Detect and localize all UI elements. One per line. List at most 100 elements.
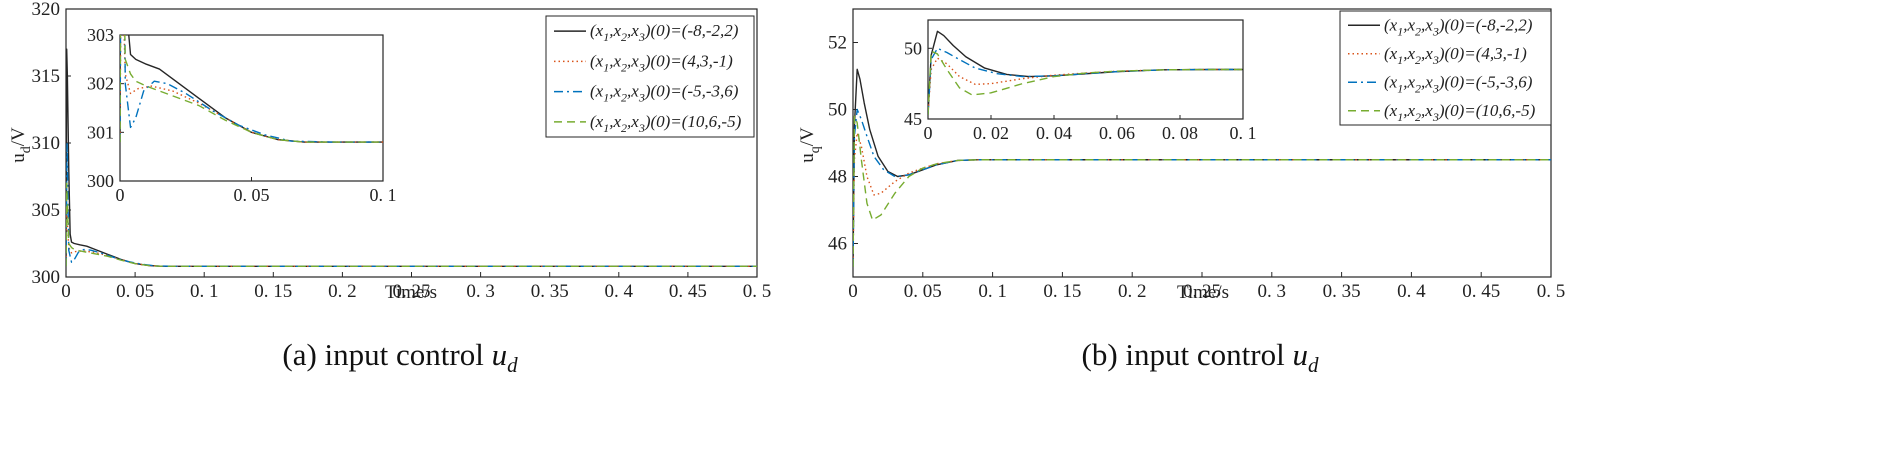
legend-text-part: )(0)=(10,6,-5)	[1438, 101, 1536, 120]
legend-text-part: ,	[627, 82, 631, 101]
ud-main-series-line-4	[66, 182, 757, 267]
legend-text-part: x	[612, 82, 621, 101]
legend-text-part: )(0)=(4,3,-1)	[1438, 44, 1527, 63]
ud-main-x-tick-label: 0	[61, 281, 71, 302]
caption-subscript: d	[1308, 353, 1319, 377]
legend-subscript: 1	[603, 91, 609, 105]
uq-legend: (x1,x2,x3)(0)=(-8,-2,2)(x1,x2,x3)(0)=(4,…	[1339, 10, 1552, 126]
uq-inset-series-line-4	[928, 50, 1243, 115]
legend-text-part: x	[630, 21, 639, 40]
chart-ud: 0 0. 05 0. 1 0. 15 0. 2 0. 25 0. 3 0. 35 0. 4 0. …	[8, 0, 772, 377]
legend-subscript: 2	[1415, 81, 1421, 95]
y-label-sub: d	[19, 146, 34, 153]
uq-main-x-tick-label: 0. 15	[1043, 281, 1081, 302]
legend-subscript: 3	[1432, 53, 1439, 67]
legend-subscript: 3	[638, 121, 645, 135]
ud-main-y-tick-label: 315	[32, 66, 61, 87]
legend-subscript: 3	[1432, 81, 1439, 95]
uq-x-axis-label: Time/s	[1177, 282, 1229, 303]
uq-main-x-tick-label: 0. 45	[1462, 281, 1500, 302]
uq-inset-x-tick-label: 0. 06	[1099, 123, 1135, 143]
y-label-tail: /V	[797, 127, 818, 146]
caption-symbol: u	[1292, 337, 1308, 372]
caption-prefix: (b) input control	[1082, 337, 1293, 372]
ud-inset-series-line-2	[120, 35, 383, 143]
uq-inset-x-tick-label: 0. 1	[1230, 123, 1257, 143]
legend-text-part: x	[595, 82, 604, 101]
legend-text-part: ,	[1403, 44, 1407, 63]
uq-main-x-tick-label: 0	[848, 281, 858, 302]
legend-text-part: )(0)=(10,6,-5)	[644, 112, 742, 131]
legend-subscript: 3	[638, 91, 645, 105]
legend-text-part: ,	[627, 51, 631, 70]
legend-label-1: (x1,x2,x3)(0)=(-8,-2,2)	[590, 21, 739, 44]
y-label-sub: q	[808, 146, 823, 153]
legend-text-part: ,	[1403, 101, 1407, 120]
legend-text-part: x	[1389, 15, 1398, 34]
legend-subscript: 3	[1432, 24, 1439, 38]
ud-main-series-line-1	[66, 48, 757, 267]
legend-text-part: x	[612, 21, 621, 40]
uq-main-x-tick-label: 0. 3	[1258, 281, 1287, 302]
legend-label-3: (x1,x2,x3)(0)=(-5,-3,6)	[590, 82, 739, 105]
uq-y-axis-label: uq/V	[797, 127, 823, 163]
legend-text-part: (	[1384, 101, 1391, 120]
uq-main-x-tick-label: 0. 05	[904, 281, 942, 302]
ud-main-x-tick-label: 0. 2	[328, 281, 357, 302]
legend-text-part: x	[1406, 72, 1415, 91]
legend-text-part: x	[1424, 101, 1433, 120]
ud-inset-frame	[119, 34, 384, 182]
ud-inset-x-tick-label: 0. 1	[370, 185, 397, 205]
legend-text-part: (	[1384, 72, 1391, 91]
legend-subscript: 1	[603, 60, 609, 74]
legend-text-part: ,	[627, 21, 631, 40]
ud-main-x-tick-label: 0. 15	[254, 281, 292, 302]
legend-subscript: 3	[638, 60, 645, 74]
legend-text-part: x	[1406, 15, 1415, 34]
uq-main-y-tick-label: 50	[828, 100, 847, 121]
legend-text-part: (	[1384, 15, 1391, 34]
ud-inset-y-tick-label: 300	[87, 171, 114, 191]
legend-subscript: 3	[638, 30, 645, 44]
legend-subscript: 2	[621, 30, 627, 44]
legend-text-part: x	[1424, 15, 1433, 34]
legend-text-part: (	[590, 51, 597, 70]
legend-subscript: 2	[1415, 24, 1421, 38]
legend-label-2: (x1,x2,x3)(0)=(4,3,-1)	[1384, 44, 1527, 67]
legend-text-part: ,	[1403, 15, 1407, 34]
ud-inset-x-tick-label: 0	[116, 185, 125, 205]
ud-main-y-tick-label: 305	[32, 200, 61, 221]
legend-subscript: 1	[1397, 24, 1403, 38]
ud-main-x-tick-label: 0. 4	[605, 281, 634, 302]
legend-text-part: x	[595, 51, 604, 70]
uq-main-x-tick-label: 0. 1	[978, 281, 1007, 302]
ud-main-y-tick-label: 310	[32, 133, 61, 154]
legend-text-part: ,	[1421, 44, 1425, 63]
ud-legend: (x1,x2,x3)(0)=(-8,-2,2)(x1,x2,x3)(0)=(4,…	[545, 15, 755, 138]
uq-main-series-line-3	[853, 108, 1551, 267]
legend-text-part: x	[1424, 44, 1433, 63]
legend-label-3: (x1,x2,x3)(0)=(-5,-3,6)	[1384, 72, 1533, 95]
legend-text-part: ,	[609, 82, 613, 101]
ud-main-y-tick-label: 300	[32, 267, 61, 288]
uq-inset: 0 0. 02 0. 04 0. 06 0. 08 0. 1 45 50	[904, 19, 1257, 143]
uq-inset-x-tick-label: 0	[924, 123, 933, 143]
uq-inset-x-tick-label: 0. 02	[973, 123, 1009, 143]
ud-inset-y-tick-label: 301	[87, 122, 114, 142]
legend-text-part: x	[1406, 44, 1415, 63]
uq-main-y-tick-label: 46	[828, 234, 847, 255]
legend-text-part: )(0)=(-5,-3,6)	[1438, 72, 1533, 91]
legend-text-part: x	[1406, 101, 1415, 120]
legend-text-part: ,	[1421, 101, 1425, 120]
uq-main-x-tick-label: 0. 2	[1118, 281, 1147, 302]
ud-main-x-tick-label: 0. 5	[743, 281, 772, 302]
legend-text-part: (	[590, 112, 597, 131]
legend-subscript: 1	[1397, 110, 1403, 124]
legend-text-part: ,	[1421, 15, 1425, 34]
ud-inset-series-line-1	[120, 35, 383, 143]
ud-inset: 0 0. 05 0. 1 300 301 302 303	[87, 25, 397, 205]
legend-text-part: )(0)=(-8,-2,2)	[644, 21, 739, 40]
legend-text-part: x	[1389, 101, 1398, 120]
legend-subscript: 1	[603, 30, 609, 44]
